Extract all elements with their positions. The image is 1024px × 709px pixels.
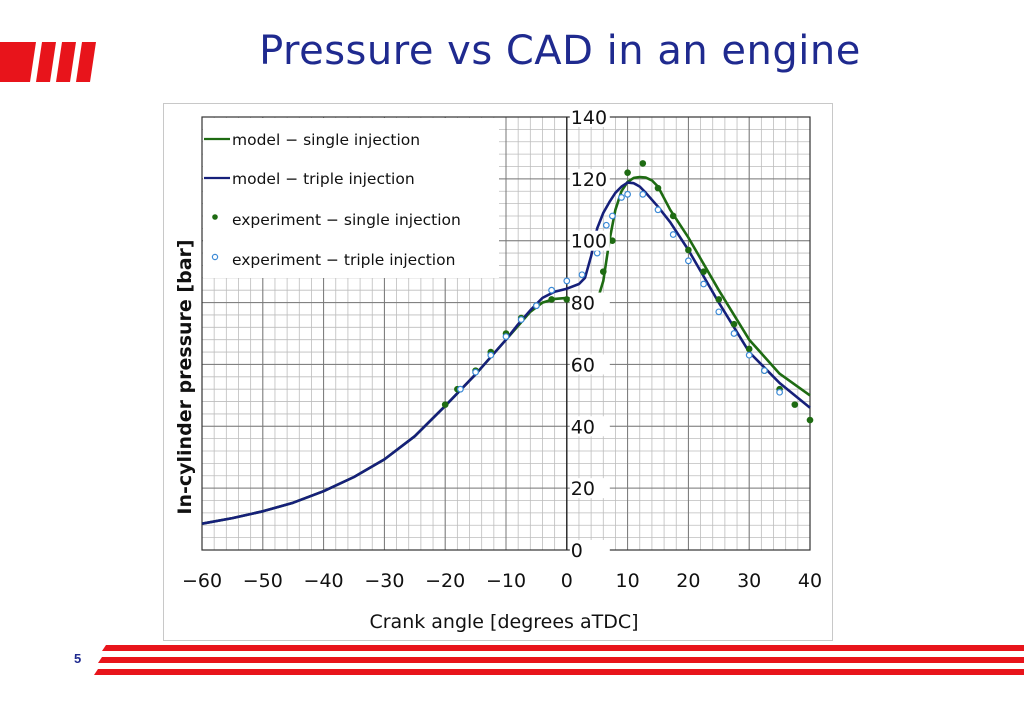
chart-axes bbox=[201, 116, 811, 551]
y-tick-label-bg bbox=[569, 230, 610, 251]
x-tick-label: −60 bbox=[182, 570, 222, 592]
data-point-triple bbox=[533, 302, 540, 310]
x-tick-label: 10 bbox=[616, 570, 640, 592]
data-point-triple bbox=[730, 330, 738, 337]
legend-label: model − triple injection bbox=[232, 170, 415, 188]
y-tick-label-bg bbox=[569, 416, 610, 437]
data-point-single bbox=[669, 212, 677, 220]
data-point-triple bbox=[715, 308, 723, 316]
page-number: 5 bbox=[74, 651, 82, 666]
y-tick-label: 140 bbox=[571, 107, 607, 129]
y-tick-label: 80 bbox=[571, 293, 595, 315]
data-point-triple bbox=[609, 212, 616, 220]
data-point-triple bbox=[700, 280, 707, 288]
legend-label: experiment − single injection bbox=[232, 211, 461, 229]
data-point-triple bbox=[624, 190, 632, 198]
x-tick-label: 30 bbox=[737, 570, 761, 592]
data-point-triple bbox=[745, 351, 753, 359]
y-tick-label-bg bbox=[569, 292, 610, 313]
data-point-triple bbox=[602, 221, 610, 229]
legend-swatch-circle bbox=[211, 253, 219, 261]
y-tick-label: 60 bbox=[571, 354, 595, 376]
pressure-chart: model − single injection model − triple i… bbox=[174, 107, 822, 633]
y-tick-label-bg bbox=[569, 354, 610, 375]
data-point-triple bbox=[639, 190, 647, 198]
data-point-triple bbox=[761, 367, 768, 375]
x-tick-label: 40 bbox=[798, 570, 822, 592]
data-point-single bbox=[791, 401, 799, 408]
data-point-triple bbox=[776, 388, 783, 396]
plot-border bbox=[201, 116, 811, 551]
data-point-triple bbox=[654, 206, 662, 214]
y-tick-label-bg bbox=[569, 540, 610, 560]
data-point-single bbox=[654, 184, 662, 192]
x-tick-label: 20 bbox=[676, 570, 700, 592]
y-tick-label-bg bbox=[569, 107, 610, 127]
x-tick-label: −30 bbox=[364, 570, 404, 592]
data-point-single bbox=[685, 246, 692, 254]
data-point-single bbox=[624, 169, 631, 176]
tick-labels: −60 −50 −40 −30 −20 −10 0 10 20 30 40 0 20 40 60 80 100 1… bbox=[182, 107, 822, 592]
legend-label: experiment − triple injection bbox=[232, 251, 455, 269]
data-point-single bbox=[700, 268, 707, 275]
y-tick-label: 0 bbox=[571, 540, 583, 562]
data-point-triple bbox=[487, 351, 495, 359]
slide-title: Pressure vs CAD in an engine bbox=[259, 28, 861, 74]
y-tick-label: 100 bbox=[571, 231, 607, 253]
y-tick-label: 40 bbox=[571, 416, 595, 438]
data-point-single bbox=[548, 296, 555, 303]
chart-frame: model − single injection model − triple i… bbox=[163, 103, 833, 641]
x-tick-label: −20 bbox=[425, 570, 465, 592]
data-point-single bbox=[599, 268, 607, 275]
data-point-triple bbox=[472, 368, 480, 376]
x-tick-label: −10 bbox=[486, 570, 526, 592]
y-tick-label: 120 bbox=[571, 169, 607, 191]
y-tick-label: 20 bbox=[571, 478, 595, 500]
data-point-triple bbox=[548, 286, 556, 294]
legend-swatch-dot bbox=[212, 214, 218, 220]
data-point-single bbox=[563, 296, 571, 303]
data-point-triple bbox=[457, 385, 464, 393]
data-point-single bbox=[609, 237, 616, 245]
legend-box bbox=[203, 118, 499, 278]
legend-label: model − single injection bbox=[232, 131, 420, 149]
series-line-1 bbox=[201, 181, 811, 525]
data-point-single bbox=[639, 160, 647, 167]
y-tick-label-bg bbox=[569, 168, 610, 189]
data-point-single bbox=[730, 320, 738, 328]
x-axis-label: Crank angle [degrees aTDC] bbox=[369, 611, 638, 633]
data-point-triple bbox=[563, 277, 571, 285]
data-point-triple bbox=[517, 316, 525, 323]
data-point-single bbox=[806, 416, 814, 424]
data-point-triple bbox=[669, 231, 677, 238]
brand-logo-stripes bbox=[0, 42, 112, 82]
data-point-triple bbox=[618, 194, 625, 201]
x-tick-label: −40 bbox=[304, 570, 344, 592]
y-tick-label-bg bbox=[569, 478, 610, 499]
y-axis-label: In-cylinder pressure [bar] bbox=[174, 239, 196, 514]
chart-legend: model − single injection model − triple i… bbox=[203, 118, 499, 278]
data-point-triple bbox=[685, 257, 692, 265]
data-point-single bbox=[715, 296, 723, 303]
data-point-single bbox=[441, 401, 449, 408]
x-tick-label: −50 bbox=[243, 570, 283, 592]
data-point-triple bbox=[578, 271, 586, 279]
footer-stripes bbox=[94, 645, 1024, 675]
data-point-single bbox=[745, 345, 753, 353]
data-point-triple bbox=[502, 333, 510, 340]
x-tick-label: 0 bbox=[561, 570, 573, 592]
